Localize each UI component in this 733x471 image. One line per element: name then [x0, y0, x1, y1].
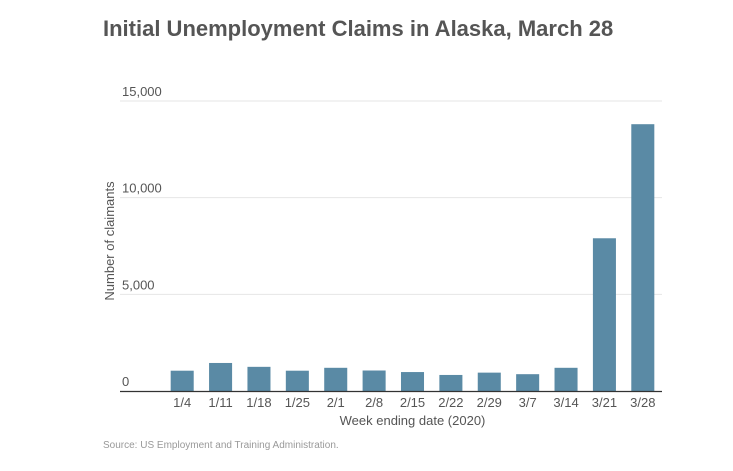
x-tick-label: 1/4	[173, 395, 191, 410]
x-axis-label: Week ending date (2020)	[340, 413, 486, 428]
x-tick-label: 3/21	[592, 395, 617, 410]
x-tick-label: 2/8	[365, 395, 383, 410]
x-tick-label: 2/22	[438, 395, 463, 410]
x-tick-label: 2/15	[400, 395, 425, 410]
y-tick-labels: 0 5,000 10,000 15,000	[122, 84, 162, 389]
x-tick-label: 1/25	[285, 395, 310, 410]
bar	[477, 372, 501, 391]
y-tick-label: 10,000	[122, 181, 162, 196]
bar	[631, 124, 655, 391]
bar	[362, 370, 386, 391]
bar	[209, 362, 233, 391]
bar	[592, 238, 616, 391]
x-tick-label: 3/28	[630, 395, 655, 410]
y-tick-label: 0	[122, 374, 129, 389]
y-axis-label: Number of claimants	[102, 181, 117, 301]
gridlines	[120, 100, 662, 295]
x-tick-label: 2/29	[477, 395, 502, 410]
x-tick-label: 3/7	[519, 395, 537, 410]
bar	[554, 367, 578, 391]
y-tick-label: 15,000	[122, 84, 162, 99]
chart-title: Initial Unemployment Claims in Alaska, M…	[103, 16, 614, 41]
source-note: Source: US Employment and Training Admin…	[103, 440, 339, 451]
y-tick-label: 5,000	[122, 277, 155, 292]
bar	[170, 370, 194, 391]
bar	[516, 374, 540, 391]
bar	[285, 370, 309, 391]
bars	[170, 124, 655, 391]
x-tick-labels: 1/4 1/11 1/18 1/25 2/1 2/8 2/15 2/22 2/29 3/7 3/14…	[173, 395, 655, 410]
bar	[439, 374, 463, 391]
x-tick-label: 1/11	[208, 395, 232, 410]
bar	[400, 372, 425, 391]
x-tick-label: 2/1	[327, 395, 345, 410]
x-tick-label: 3/14	[553, 395, 578, 410]
x-tick-label: 1/18	[246, 395, 271, 410]
bar	[247, 366, 271, 391]
bar	[324, 367, 348, 391]
